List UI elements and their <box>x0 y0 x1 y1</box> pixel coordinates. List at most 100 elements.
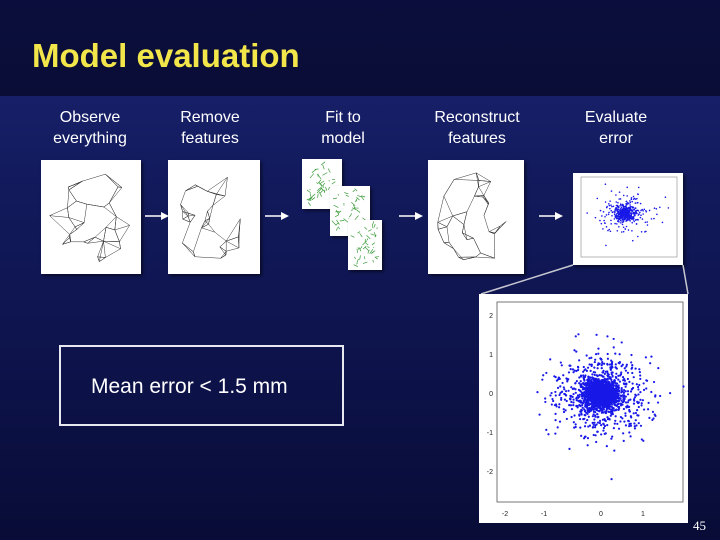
scatter-point <box>629 206 632 208</box>
scatter-point <box>563 388 566 391</box>
scatter-point <box>554 376 557 379</box>
scatter-point <box>646 224 649 226</box>
green-mesh-edge <box>362 261 368 264</box>
mesh-edge <box>226 240 240 249</box>
green-mesh-edge <box>356 262 358 265</box>
scatter-point <box>636 201 639 204</box>
scatter-point <box>586 409 589 412</box>
scatter-point <box>577 368 580 372</box>
scatter-point <box>604 383 608 386</box>
scatter-point <box>622 230 625 233</box>
mesh-edge <box>109 202 117 217</box>
scatter-point <box>630 361 633 364</box>
mesh-edge <box>474 186 479 197</box>
green-mesh-edge <box>333 204 339 208</box>
scatter-point <box>615 217 618 220</box>
fit-model-image-3 <box>348 220 382 270</box>
scatter-point <box>633 208 636 211</box>
green-mesh-edge <box>354 188 358 192</box>
scatter-point <box>586 418 589 422</box>
mesh-edge <box>466 195 475 212</box>
scatter-point <box>615 214 618 217</box>
green-mesh-edge <box>325 186 328 191</box>
scatter-point <box>624 369 628 372</box>
mesh-edge <box>180 204 183 212</box>
scatter-point <box>628 422 631 426</box>
scatter-point <box>616 217 619 220</box>
scatter-point <box>601 403 604 407</box>
mesh-edge <box>201 220 206 228</box>
scatter-point <box>602 429 605 432</box>
scatter-point <box>574 388 577 391</box>
scatter-point <box>560 364 563 367</box>
scatter-point <box>632 219 635 221</box>
mesh-drawing <box>49 173 130 262</box>
scatter-point <box>614 216 617 219</box>
scatter-point <box>611 395 614 398</box>
scatter-point <box>659 206 661 209</box>
green-mesh-edge <box>371 250 375 254</box>
scatter-point <box>597 393 601 396</box>
scatter-point <box>586 444 589 447</box>
scatter-point <box>583 425 587 428</box>
mesh-edge <box>224 177 228 197</box>
mesh-edge <box>482 195 485 198</box>
scatter-point <box>600 411 604 414</box>
mesh-edge <box>474 195 484 197</box>
scatter-point <box>610 384 613 387</box>
scatter-point <box>607 417 610 420</box>
mesh-edge <box>216 177 228 195</box>
mesh-edge <box>82 173 106 182</box>
scatter-point <box>582 370 585 373</box>
scatter-point <box>640 404 643 407</box>
scatter-point <box>653 207 656 210</box>
scatter-point <box>608 388 611 391</box>
scatter-point <box>629 200 631 202</box>
scatter-point <box>597 399 600 403</box>
scatter-point <box>617 402 620 406</box>
scatter-point <box>590 394 593 398</box>
scatter-point <box>640 214 642 217</box>
title-bar: Model evaluation <box>0 0 720 96</box>
scatter-point <box>625 218 627 220</box>
green-mesh-drawing <box>306 161 336 206</box>
scatter-point <box>593 421 596 424</box>
scatter-point <box>593 398 596 401</box>
green-mesh-edge <box>371 242 376 246</box>
arrow-icon <box>145 212 169 220</box>
scatter-point <box>627 419 630 422</box>
mesh-edge <box>226 236 239 242</box>
scatter-point <box>600 358 603 361</box>
scatter-point <box>622 226 625 229</box>
scatter-point <box>620 395 623 398</box>
scatter-point <box>597 415 600 419</box>
scatter-point <box>613 449 616 452</box>
scatter-point <box>614 397 617 400</box>
scatter-point <box>621 401 625 404</box>
mesh-edge <box>103 241 106 258</box>
scatter-point <box>619 209 621 212</box>
scatter-point <box>634 367 637 370</box>
scatter-point <box>616 422 619 425</box>
scatter-point <box>627 229 630 231</box>
scatter-point <box>610 204 612 206</box>
scatter-point <box>636 209 639 212</box>
mesh-edge <box>208 224 216 233</box>
mesh-edge <box>76 200 87 205</box>
scatter-point <box>622 382 626 385</box>
scatter-point <box>625 365 628 368</box>
green-mesh-edge <box>332 197 338 200</box>
scatter-point <box>624 385 627 388</box>
scatter-point <box>620 222 622 224</box>
scatter-point <box>558 420 562 423</box>
scatter-point <box>636 218 639 221</box>
scatter-point <box>595 384 599 387</box>
mesh-edge <box>105 173 119 188</box>
scatter-point <box>556 426 559 429</box>
scatter-point <box>556 386 560 389</box>
scatter-point <box>626 216 628 219</box>
scatter-point <box>628 408 631 412</box>
mesh-edge <box>204 220 209 225</box>
scatter-point <box>597 384 600 388</box>
